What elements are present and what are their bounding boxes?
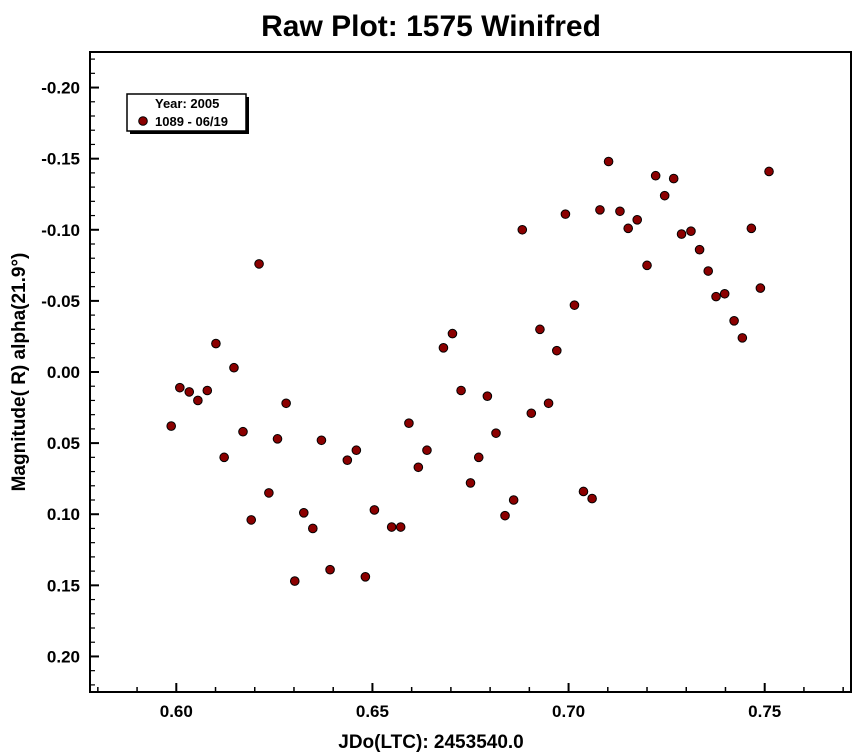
data-point: [456, 385, 466, 396]
plot-frame: [89, 51, 852, 693]
x-axis-label: JDo(LTC): 2453540.0: [338, 732, 524, 753]
y-tick-label: 0.15: [47, 576, 80, 595]
data-point: [632, 215, 643, 225]
y-tick-label: -0.20: [41, 79, 80, 98]
data-point: [746, 223, 757, 234]
data-point: [551, 345, 562, 356]
data-point: [659, 190, 670, 201]
x-tick-label: 0.65: [356, 702, 389, 721]
data-point: [395, 522, 406, 532]
data-point: [603, 156, 614, 167]
data-point: [491, 428, 501, 438]
legend-box: [126, 93, 247, 132]
y-axis-tick-labels: -0.20 -0.15 -0.10 -0.05 0.00 0.05 0.10 0.15 0.20: [41, 79, 80, 667]
data-point: [642, 260, 652, 271]
data-point: [413, 462, 424, 473]
data-point: [325, 564, 335, 575]
data-point: [623, 223, 633, 234]
data-point: [229, 362, 239, 373]
data-point: [569, 300, 580, 310]
legend-header: Year: 2005: [155, 96, 219, 111]
legend-marker: [138, 116, 148, 126]
data-point: [386, 522, 397, 532]
data-point: [193, 395, 203, 406]
data-point: [482, 391, 493, 401]
data-point: [438, 343, 449, 353]
data-point: [298, 508, 309, 518]
data-point: [369, 505, 380, 515]
data-point: [175, 382, 185, 393]
data-point: [526, 408, 537, 419]
data-point: [719, 288, 730, 299]
data-point: [351, 445, 362, 456]
data-point: [694, 244, 705, 255]
data-point: [447, 328, 458, 339]
data-point: [422, 445, 432, 456]
data-point: [272, 434, 283, 444]
data-point: [500, 510, 510, 521]
y-axis-ticks: [90, 58, 99, 686]
data-point: [211, 338, 221, 349]
data-point: [166, 421, 176, 431]
data-point: [543, 398, 554, 409]
data-point: [202, 385, 213, 396]
data-points: [166, 156, 774, 586]
data-point: [764, 166, 774, 177]
data-point: [587, 493, 597, 504]
x-axis-tick-labels: 0.60 0.65 0.70 0.75: [160, 702, 781, 721]
data-point: [686, 226, 696, 236]
y-axis-label: Magnitude( R) alpha(21.9°): [9, 253, 30, 492]
data-point: [238, 426, 248, 437]
legend-entry: 1089 - 06/19: [155, 114, 228, 129]
data-point: [508, 495, 519, 505]
x-tick-label: 0.70: [552, 702, 585, 721]
data-point: [578, 486, 589, 497]
data-point: [473, 452, 484, 463]
data-point: [595, 205, 605, 215]
data-point: [289, 576, 300, 586]
data-point: [535, 324, 545, 335]
data-point: [404, 418, 414, 429]
y-tick-label: -0.15: [41, 150, 80, 169]
data-point: [360, 572, 371, 582]
data-point: [184, 387, 195, 397]
data-point: [729, 316, 739, 326]
data-point: [342, 455, 353, 465]
y-tick-label: 0.00: [47, 363, 80, 382]
data-point: [254, 259, 264, 269]
chart-title: Raw Plot: 1575 Winifred: [261, 10, 601, 43]
y-tick-label: 0.05: [47, 434, 80, 453]
x-tick-label: 0.75: [748, 702, 781, 721]
data-point: [676, 229, 687, 239]
legend: Year: 2005 1089 - 06/19: [126, 93, 249, 134]
y-tick-label: -0.05: [41, 292, 80, 311]
data-point: [560, 209, 571, 219]
data-point: [737, 333, 748, 343]
data-point: [615, 206, 625, 217]
data-point: [246, 515, 257, 525]
data-point: [668, 173, 679, 184]
data-point: [465, 478, 476, 488]
x-axis-ticks: [97, 683, 844, 692]
data-point: [281, 398, 291, 409]
data-point: [755, 283, 766, 293]
x-tick-label: 0.60: [160, 702, 193, 721]
y-tick-label: -0.10: [41, 221, 80, 240]
data-point: [264, 488, 274, 498]
data-point: [308, 523, 318, 534]
data-point: [316, 435, 327, 446]
data-point: [517, 224, 528, 235]
data-point: [219, 452, 229, 463]
data-point: [650, 170, 661, 181]
y-tick-label: 0.10: [47, 505, 80, 524]
y-tick-label: 0.20: [47, 647, 80, 666]
data-point: [703, 266, 714, 276]
data-point: [711, 291, 721, 302]
